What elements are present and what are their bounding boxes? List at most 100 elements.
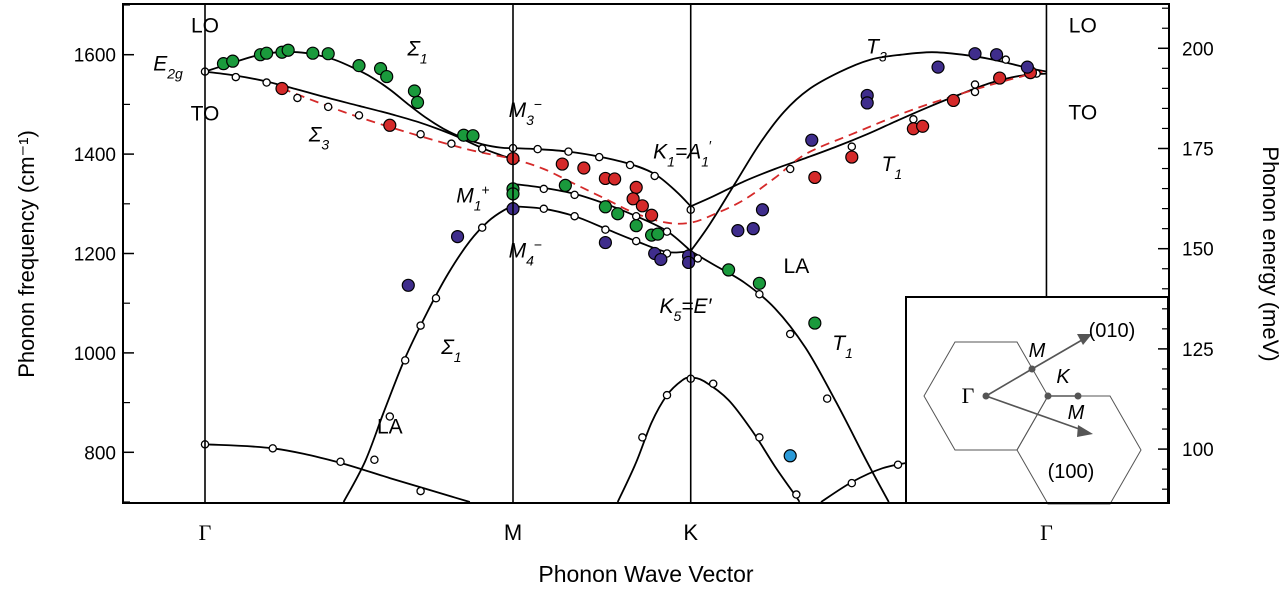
inset-point [1044,392,1052,400]
y-tick-label: 1000 [74,344,116,365]
series-green [216,43,822,330]
computed-point [970,80,980,89]
label-part: 1 [420,51,428,67]
branch-label-K1A1: K1=A1′ [653,138,712,170]
data-point [654,252,668,267]
data-point [629,180,643,194]
computed-point [594,152,604,162]
branch-labels: LOTOE2gΣ1Σ3M3−M1+M4−K1=A1′K5=E′LAT1Σ1LAT… [153,14,1097,438]
label-part: LO [191,14,219,37]
computed-point [662,227,672,236]
branch-label-K5E: K5=E′ [659,295,712,324]
y-axis-label: Phonon frequency (cm⁻¹) [14,130,39,378]
label-part: M [509,99,527,122]
data-point [752,276,767,290]
label-part: 3 [321,137,329,153]
computed-point [385,412,395,421]
label-part: =E′ [681,295,712,318]
data-point [651,227,665,241]
branch-label-LO: LO [191,14,219,37]
label-part: Σ [308,124,323,147]
y-tick-label: 800 [84,443,116,464]
inset-label-dir010: (010) [1089,320,1136,342]
data-point [681,255,696,270]
data-point [611,207,625,221]
computed-point [416,321,425,330]
label-part: LA [784,255,810,278]
computed-point [539,204,549,214]
y-tick-label: 1600 [74,46,116,67]
computed-point [370,455,379,465]
data-point [352,59,366,73]
label-part: T [832,332,847,355]
label-part: − [534,236,542,252]
arrow-010-head [1077,334,1092,345]
x-tick-label: M [504,520,522,545]
y-tick-label: 1200 [74,245,116,266]
data-point [598,235,613,250]
data-point [755,203,770,217]
kohn-anomaly-line [281,70,1043,225]
inset-label-gamma: Γ [962,383,975,408]
branch-label-Sigma3: Σ3 [308,124,330,153]
x-axis-label: Phonon Wave Vector [538,561,754,587]
branch-label-LA_left: LA [377,415,403,438]
computed-point [539,184,549,194]
arrow-100-shaft [985,395,1083,431]
label-part: 1 [894,166,902,182]
data-point [989,48,1004,62]
data-point [635,199,649,213]
label-part: 1 [667,154,675,170]
data-point [260,46,274,60]
data-point [626,192,640,206]
branch-label-M1plus: M1+ [456,181,489,213]
branch-label-T3: T3 [866,36,887,65]
brillouin-zone-inset: Γ MKM (010) (100) [905,296,1169,505]
theory-curve [690,72,1047,208]
data-point [321,47,335,61]
data-point [598,200,613,214]
data-point [558,178,572,193]
y2-tick-label: 125 [1182,340,1214,361]
data-point [410,95,425,110]
data-point [275,81,289,96]
data-point [577,161,591,175]
label-part: 4 [526,252,534,268]
computed-point [477,223,487,232]
y2-tick-label: 100 [1182,440,1214,461]
computed-point [262,78,271,87]
data-point [608,172,622,186]
branch-label-LO_r: LO [1069,14,1097,37]
inset-label-dir100: (100) [1048,461,1095,483]
x-tick-label: Γ [1040,520,1053,545]
computed-point [662,390,672,400]
data-point [466,129,480,143]
computed-point [601,225,610,234]
computed-point [638,433,647,442]
label-part: 3 [526,112,534,128]
computed-point [570,190,579,200]
computed-point [822,394,832,403]
data-point [644,208,659,222]
computed-point [354,111,364,120]
computed-point [785,164,795,174]
branch-label-LA_right: LA [784,255,810,278]
data-point [407,84,422,98]
label-part: LA [377,415,403,438]
computed-point [431,293,441,303]
kohn-anomaly-curve [281,70,1043,225]
data-point [916,119,930,133]
data-point [226,54,240,68]
inset-point [982,392,990,400]
label-part: 1 [701,154,709,170]
data-point [845,150,859,164]
arrow-100-head [1077,425,1093,437]
label-part: + [482,181,490,197]
inset-point [1028,365,1036,373]
computed-point [477,144,487,153]
computed-point [336,457,345,466]
computed-point [1001,55,1011,64]
computed-point [416,129,425,139]
computed-point [909,115,918,124]
